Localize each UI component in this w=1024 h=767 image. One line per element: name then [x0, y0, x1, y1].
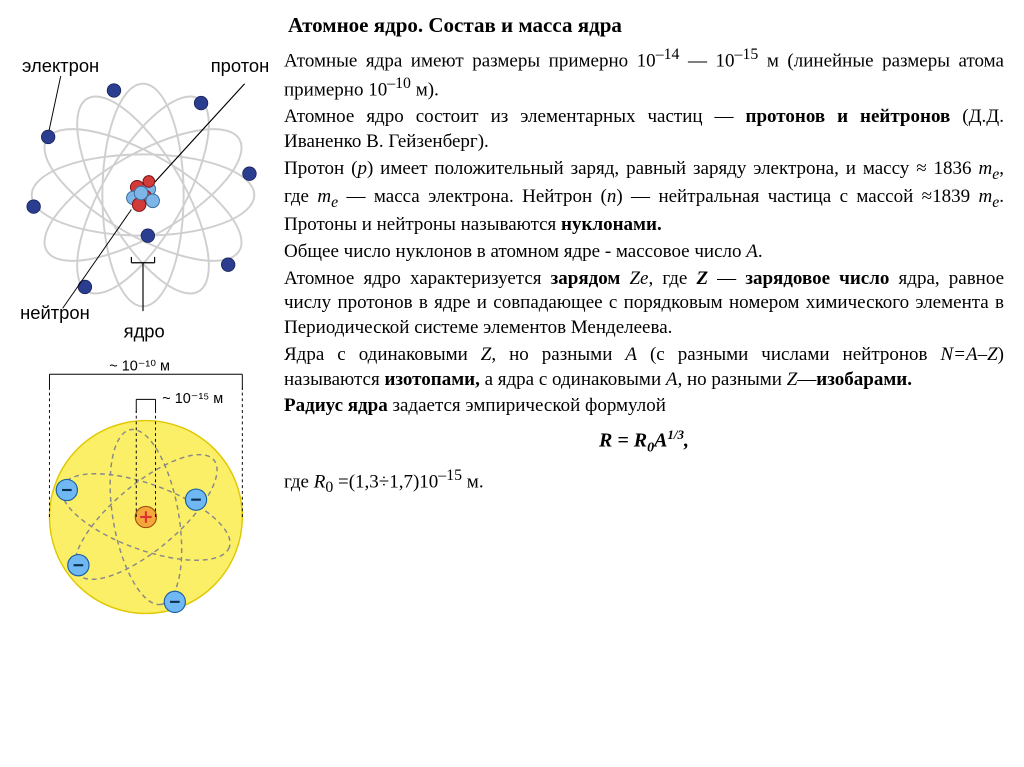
para-8: где R0 =(1,3÷1,7)10–15 м.	[284, 466, 1004, 499]
nucleus-label: ядро	[124, 321, 165, 342]
para-1: Атомные ядра имеют размеры примерно 10–1…	[284, 45, 1004, 103]
figures-column: электрон протон нейтрон ядро ~ 10⁻¹⁰ м ~…	[8, 45, 278, 625]
proton-label: протон	[211, 55, 270, 76]
content-row: электрон протон нейтрон ядро ~ 10⁻¹⁰ м ~…	[8, 45, 1004, 625]
atom-scale-label: ~ 10⁻¹⁰ м	[109, 359, 170, 375]
text-column: Атомные ядра имеют размеры примерно 10–1…	[284, 45, 1004, 625]
para-4: Общее число нуклонов в атомном ядре - ма…	[284, 240, 1004, 265]
para-7: Радиус ядра задается эмпирической формул…	[284, 394, 1004, 419]
nucleus-scale-label: ~ 10⁻¹⁵ м	[162, 392, 223, 408]
para-3: Протон (p) имеет положительный заряд, ра…	[284, 157, 1004, 238]
electron-label: электрон	[22, 55, 99, 76]
neutron-label: нейтрон	[20, 302, 90, 323]
scale-diagram: ~ 10⁻¹⁰ м ~ 10⁻¹⁵ м	[28, 355, 258, 625]
page-title: Атомное ядро. Состав и масса ядра	[288, 12, 1004, 39]
para-2: Атомное ядро состоит из элементарных час…	[284, 105, 1004, 154]
para-5: Атомное ядро характеризуется зарядом Ze,…	[284, 267, 1004, 341]
radius-formula: R = R0A1/3,	[284, 427, 1004, 458]
para-6: Ядра с одинаковыми Z, но разными A (с ра…	[284, 343, 1004, 392]
atom-diagram: электрон протон нейтрон ядро	[8, 45, 278, 345]
